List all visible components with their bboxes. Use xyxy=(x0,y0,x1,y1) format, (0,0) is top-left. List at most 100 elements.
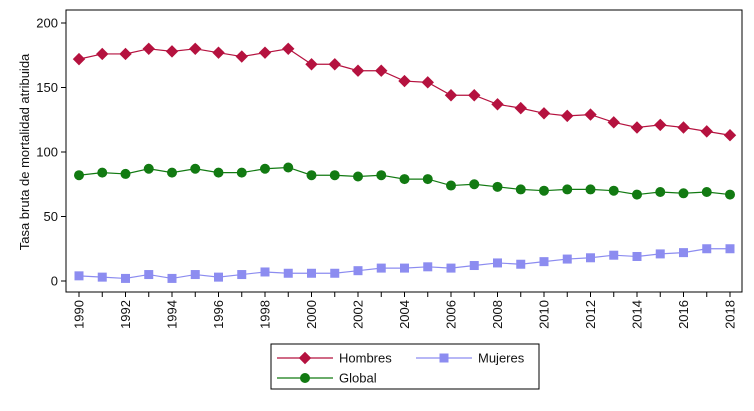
x-tick-label: 1998 xyxy=(258,300,273,329)
legend-item-hombres: Hombres xyxy=(277,351,392,366)
data-point-global xyxy=(608,185,619,196)
data-point-global xyxy=(515,184,526,195)
data-point-global xyxy=(446,180,456,191)
legend-item-mujeres: Mujeres xyxy=(416,351,525,366)
data-point-global xyxy=(260,163,270,174)
legend: Hombres Mujeres Global xyxy=(270,343,540,390)
data-point-mujeres xyxy=(283,268,293,278)
series-layer xyxy=(72,42,737,283)
data-point-hombres xyxy=(398,74,411,88)
x-tick-label: 2018 xyxy=(723,300,738,329)
data-point-hombres xyxy=(723,129,737,142)
data-point-global xyxy=(353,171,363,182)
data-point-hombres xyxy=(282,42,295,56)
data-point-mujeres xyxy=(446,263,456,273)
data-point-hombres xyxy=(328,58,341,71)
legend-item-global: Global xyxy=(277,371,377,386)
y-tick-label: 100 xyxy=(36,145,58,160)
series-line-hombres xyxy=(78,48,731,136)
data-point-mujeres xyxy=(307,268,316,278)
x-tick-label: 1994 xyxy=(165,300,180,329)
y-tick-label: 150 xyxy=(36,80,58,95)
data-point-mujeres xyxy=(260,267,270,277)
y-tick-label: 0 xyxy=(51,274,58,289)
legend-label: Mujeres xyxy=(478,351,525,366)
data-point-hombres xyxy=(468,89,481,102)
x-axis: 1990 1992 1994 1996 1998 2000 2002 2004 2006 2008… xyxy=(72,292,738,329)
data-point-global xyxy=(329,170,340,181)
data-point-global xyxy=(539,185,549,196)
data-point-mujeres xyxy=(469,261,479,271)
data-point-mujeres xyxy=(609,250,619,260)
data-point-hombres xyxy=(630,121,644,134)
data-point-global xyxy=(376,170,387,181)
data-point-mujeres xyxy=(493,258,502,268)
data-point-global xyxy=(306,170,317,181)
data-point-global xyxy=(190,163,201,174)
data-point-global xyxy=(469,179,480,190)
series-hombres xyxy=(72,42,737,142)
data-point-mujeres xyxy=(74,271,84,281)
data-point-mujeres xyxy=(655,249,665,259)
x-tick-label: 1990 xyxy=(72,300,87,329)
data-point-mujeres xyxy=(214,272,223,282)
data-point-hombres xyxy=(607,116,620,129)
data-point-global xyxy=(562,184,573,195)
data-point-hombres xyxy=(72,52,86,66)
data-point-mujeres xyxy=(144,270,154,280)
series-mujeres xyxy=(74,244,735,283)
data-point-global xyxy=(492,181,503,192)
data-point-mujeres xyxy=(679,248,688,258)
data-point-hombres xyxy=(491,98,504,111)
data-point-hombres xyxy=(96,47,109,61)
data-point-hombres xyxy=(584,108,597,121)
x-tick-label: 1996 xyxy=(211,300,226,329)
series-line-mujeres xyxy=(78,248,730,280)
data-point-mujeres xyxy=(632,251,642,261)
data-point-global xyxy=(585,184,596,195)
data-point-mujeres xyxy=(121,273,130,283)
x-tick-label: 2008 xyxy=(490,300,505,329)
data-point-global xyxy=(422,174,433,185)
data-point-mujeres xyxy=(353,266,363,276)
data-point-hombres xyxy=(212,46,225,59)
data-point-hombres xyxy=(189,42,202,56)
data-point-global xyxy=(120,168,131,179)
data-point-mujeres xyxy=(190,270,200,280)
legend-swatch-marker xyxy=(298,351,312,365)
data-point-hombres xyxy=(654,118,667,132)
data-point-mujeres xyxy=(400,263,409,273)
data-point-global xyxy=(167,167,177,178)
data-point-hombres xyxy=(351,64,365,77)
x-tick-label: 2000 xyxy=(304,300,319,329)
data-point-mujeres xyxy=(516,259,526,269)
data-point-global xyxy=(678,188,689,199)
legend-box xyxy=(270,343,540,390)
y-tick-label: 50 xyxy=(44,209,58,224)
y-tick-label: 200 xyxy=(36,16,58,31)
y-axis: 0 50 100 150 200 xyxy=(36,16,66,289)
data-point-mujeres xyxy=(586,253,595,263)
data-point-global xyxy=(399,174,410,185)
data-point-mujeres xyxy=(167,273,177,283)
data-point-hombres xyxy=(421,76,434,89)
legend-swatch-marker xyxy=(439,353,449,363)
data-point-mujeres xyxy=(562,254,572,264)
series-global xyxy=(74,162,735,200)
data-point-global xyxy=(701,186,712,197)
data-point-mujeres xyxy=(423,262,433,272)
x-tick-label: 2002 xyxy=(351,300,366,329)
x-tick-label: 2006 xyxy=(444,300,459,329)
data-point-global xyxy=(655,186,666,197)
data-point-hombres xyxy=(119,47,132,61)
data-point-mujeres xyxy=(97,272,107,282)
data-point-mujeres xyxy=(376,263,386,273)
x-tick-label: 1992 xyxy=(118,300,133,329)
data-point-mujeres xyxy=(702,244,712,254)
data-point-hombres xyxy=(444,89,458,102)
x-tick-label: 2014 xyxy=(630,300,645,329)
x-tick-label: 2012 xyxy=(583,300,598,329)
data-point-hombres xyxy=(258,46,272,59)
x-tick-label: 2016 xyxy=(676,300,691,329)
